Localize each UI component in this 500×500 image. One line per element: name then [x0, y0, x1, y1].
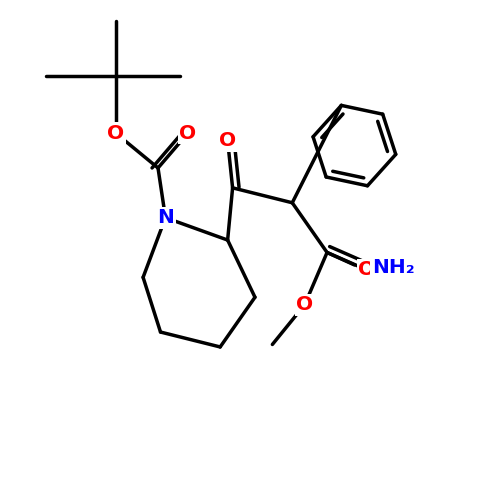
Text: NH₂: NH₂	[372, 258, 414, 277]
Text: O: O	[296, 295, 314, 314]
Text: O: O	[107, 124, 124, 142]
Text: O: O	[219, 131, 236, 150]
Text: O: O	[180, 124, 196, 142]
Text: O: O	[358, 260, 376, 280]
Text: N: N	[157, 208, 174, 227]
